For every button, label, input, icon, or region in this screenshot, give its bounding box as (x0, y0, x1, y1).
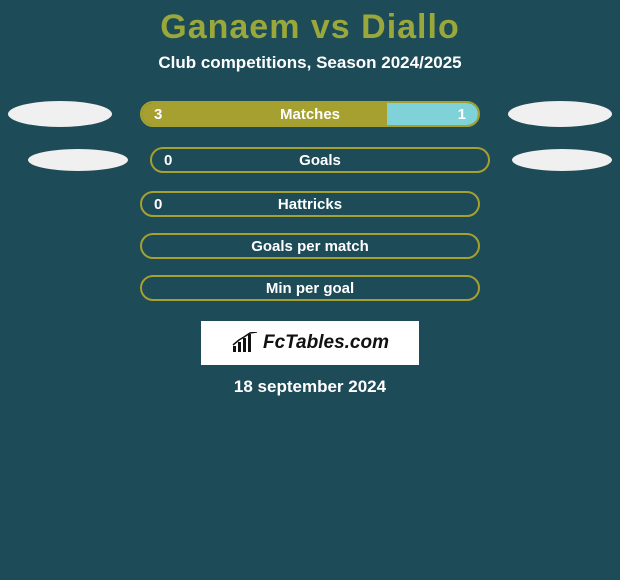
comparison-infographic: Ganaem vs Diallo Club competitions, Seas… (0, 0, 620, 397)
stat-bar: 31Matches (140, 101, 480, 127)
stat-label: Goals (152, 149, 488, 171)
stat-bar: 0Goals (150, 147, 490, 173)
player-left-avatar (28, 149, 128, 171)
stat-label: Hattricks (142, 193, 478, 215)
stat-label: Matches (142, 103, 478, 125)
stats-rows: 31Matches 0Goals 0Hattricks Goals per match… (0, 99, 620, 301)
stat-bar: 0Hattricks (140, 191, 480, 217)
subtitle: Club competitions, Season 2024/2025 (0, 53, 620, 73)
stat-row: Min per goal (0, 275, 620, 301)
stat-bar: Goals per match (140, 233, 480, 259)
date-text: 18 september 2024 (0, 377, 620, 397)
player-left-avatar (8, 101, 112, 127)
stat-row: 31Matches (0, 99, 620, 129)
stat-label: Min per goal (142, 277, 478, 299)
stat-row: Goals per match (0, 233, 620, 259)
logo-text: FcTables.com (263, 332, 389, 354)
stat-bar: Min per goal (140, 275, 480, 301)
player-right-avatar (508, 101, 612, 127)
page-title: Ganaem vs Diallo (0, 8, 620, 47)
chart-icon (231, 332, 259, 354)
stat-row: 0Hattricks (0, 191, 620, 217)
stat-label: Goals per match (142, 235, 478, 257)
player-right-avatar (512, 149, 612, 171)
logo: FcTables.com (231, 332, 389, 354)
stat-row: 0Goals (0, 145, 620, 175)
logo-box: FcTables.com (201, 321, 419, 365)
